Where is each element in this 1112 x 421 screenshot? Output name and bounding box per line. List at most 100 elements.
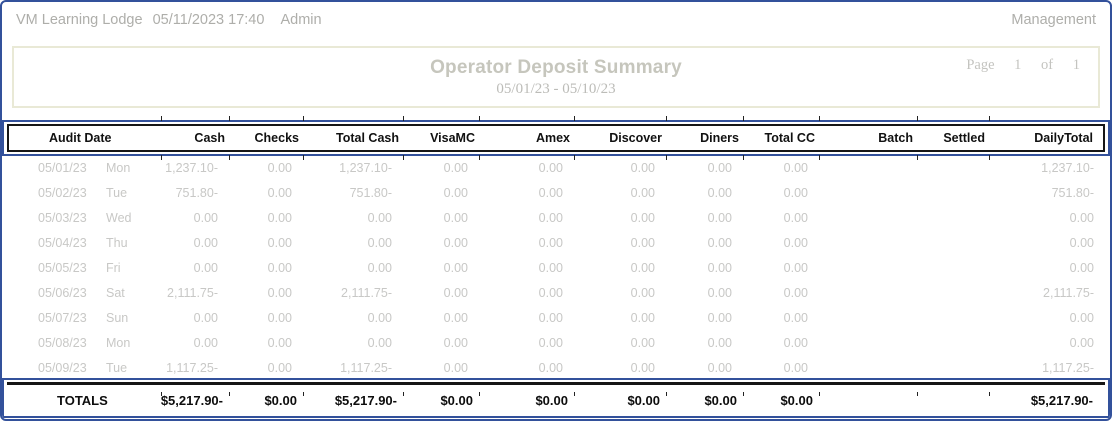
diners-cell: 0.00 [707, 361, 732, 375]
daily_total-cell: 0.00 [1069, 236, 1094, 250]
page-count: 1 [1072, 57, 1080, 73]
checks-cell: 0.00 [267, 186, 292, 200]
diners-cell: 0.00 [707, 286, 732, 300]
checks-cell: 0.00 [267, 236, 292, 250]
discover-cell: 0.00 [630, 211, 655, 225]
column-tick [403, 116, 404, 121]
table-row: 05/01/23 Mon 1,237.10- 0.00 1,237.10- 0.00 0.0… [2, 156, 1110, 181]
amex-cell: 0.00 [538, 236, 563, 250]
visamc-cell: 0.00 [443, 211, 468, 225]
settled-cell [908, 156, 980, 181]
audit-day: Mon [106, 161, 131, 175]
visamc-cell: 0.00 [443, 361, 468, 375]
batch-cell [810, 331, 908, 356]
audit-day: Sat [106, 286, 125, 300]
visamc-cell: 0.00 [443, 161, 468, 175]
checks-cell: 0.00 [267, 211, 292, 225]
diners-cell: 0.00 [707, 186, 732, 200]
column-tick [161, 116, 162, 121]
audit-date: 05/03/23 [38, 211, 87, 225]
total_cash-cell: 1,117.25- [340, 361, 392, 375]
diners-cell: 0.00 [707, 261, 732, 275]
column-header-settled: Settled [943, 131, 985, 145]
daily_total-cell: 0.00 [1069, 211, 1094, 225]
audit-date: 05/01/23 [38, 161, 87, 175]
audit-day: Mon [106, 336, 131, 350]
audit-day: Tue [106, 361, 128, 375]
table-row: 05/03/23 Wed 0.00 0.00 0.00 0.00 0.00 0.00 0.00 0… [2, 206, 1110, 231]
batch-cell [810, 356, 908, 378]
audit-date: 05/06/23 [38, 286, 87, 300]
column-tick [229, 392, 230, 396]
column-tick [917, 116, 918, 121]
column-tick [819, 155, 820, 160]
report-section: Management [1011, 12, 1096, 28]
audit-date: 05/08/23 [38, 336, 87, 350]
column-header-discover: Discover [609, 131, 662, 145]
cash-cell: 1,237.10- [165, 161, 218, 175]
table-row: 05/08/23 Mon 0.00 0.00 0.00 0.00 0.00 0.00 0.00 0… [2, 331, 1110, 356]
diners-cell: 0.00 [707, 311, 732, 325]
table-row: 05/05/23 Fri 0.00 0.00 0.00 0.00 0.00 0.00 0.00 0… [2, 256, 1110, 281]
total_cash-cell: 0.00 [367, 261, 392, 275]
page-indicator: Page 1 of 1 [966, 57, 1080, 74]
column-tick [479, 392, 480, 396]
column-header-diners: Diners [700, 131, 739, 145]
amex-cell: 0.00 [538, 361, 563, 375]
cash-cell: 751.80- [175, 186, 218, 200]
property-name: VM Learning Lodge [16, 12, 143, 28]
audit-date-cell: 05/09/23 Tue [2, 356, 152, 378]
daily_total-cell: 0.00 [1069, 261, 1094, 275]
column-tick [229, 155, 230, 160]
settled-cell [908, 356, 980, 378]
amex-cell: 0.00 [538, 186, 563, 200]
column-tick [229, 116, 230, 121]
totals-daily_total-cell: $5,217.90- [1030, 393, 1093, 408]
daily_total-cell: 2,111.75- [1043, 286, 1094, 300]
totals-checks-cell: $0.00 [264, 393, 297, 408]
daily_total-cell: 0.00 [1069, 336, 1094, 350]
total_cc-cell: 0.00 [783, 211, 808, 225]
checks-cell: 0.00 [267, 336, 292, 350]
column-tick [574, 116, 575, 121]
total_cc-cell: 0.00 [783, 186, 808, 200]
discover-cell: 0.00 [630, 361, 655, 375]
totals-diners-cell: $0.00 [704, 393, 737, 408]
visamc-cell: 0.00 [443, 336, 468, 350]
column-tick [989, 392, 990, 396]
audit-date-cell: 05/08/23 Mon [2, 331, 152, 356]
column-header-batch: Batch [878, 131, 913, 145]
totals-box: TOTALS $5,217.90- $0.00 $5,217.90- $0.00 $0.0… [2, 378, 1110, 418]
column-tick [819, 392, 820, 396]
totals-label: TOTALS [57, 393, 108, 408]
column-tick [743, 392, 744, 396]
report-topbar: VM Learning Lodge 05/11/2023 17:40 Admin… [2, 2, 1110, 36]
column-tick [666, 116, 667, 121]
settled-cell [908, 281, 980, 306]
page-of-label: of [1041, 57, 1054, 73]
total_cc-cell: 0.00 [783, 311, 808, 325]
visamc-cell: 0.00 [443, 261, 468, 275]
settled-cell [908, 306, 980, 331]
cash-cell: 0.00 [193, 236, 218, 250]
audit-date-cell: 05/05/23 Fri [2, 256, 152, 281]
audit-date-cell: 05/01/23 Mon [2, 156, 152, 181]
column-tick [743, 116, 744, 121]
column-tick [917, 155, 918, 160]
checks-cell: 0.00 [267, 311, 292, 325]
column-tick [403, 392, 404, 396]
amex-cell: 0.00 [538, 261, 563, 275]
totals-batch-cell [815, 385, 913, 416]
column-tick [743, 155, 744, 160]
column-tick [403, 155, 404, 160]
column-header-visamc: VisaMC [430, 131, 475, 145]
checks-cell: 0.00 [267, 286, 292, 300]
column-header-checks: Checks [254, 131, 299, 145]
daily_total-cell: 0.00 [1069, 311, 1094, 325]
cash-cell: 2,111.75- [167, 286, 218, 300]
audit-date-cell: 05/04/23 Thu [2, 231, 152, 256]
diners-cell: 0.00 [707, 236, 732, 250]
amex-cell: 0.00 [538, 286, 563, 300]
batch-cell [810, 156, 908, 181]
audit-day: Tue [106, 186, 128, 200]
